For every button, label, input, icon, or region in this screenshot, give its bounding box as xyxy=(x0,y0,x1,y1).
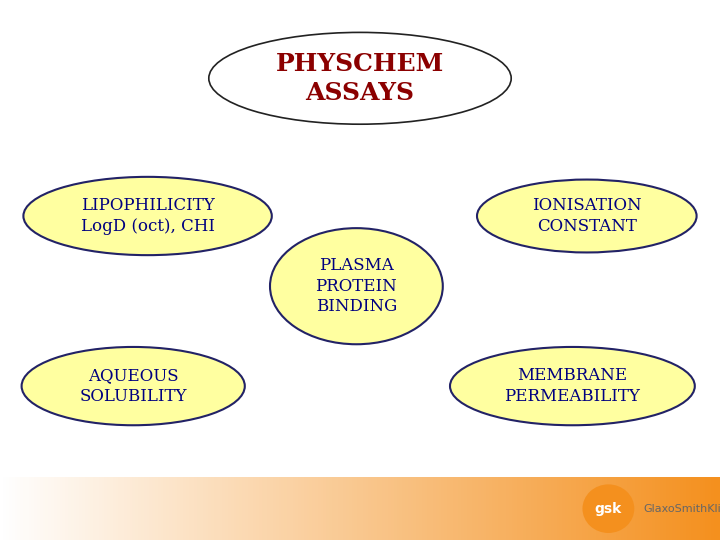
Ellipse shape xyxy=(22,347,245,426)
Ellipse shape xyxy=(270,228,443,345)
Ellipse shape xyxy=(582,484,634,533)
Ellipse shape xyxy=(477,179,696,252)
Ellipse shape xyxy=(450,347,695,426)
Text: PHYSCHEM
ASSAYS: PHYSCHEM ASSAYS xyxy=(276,52,444,105)
Text: AQUEOUS
SOLUBILITY: AQUEOUS SOLUBILITY xyxy=(79,368,187,404)
Ellipse shape xyxy=(24,177,271,255)
Text: GlaxoSmithKline: GlaxoSmithKline xyxy=(643,504,720,514)
Text: gsk: gsk xyxy=(595,502,622,516)
Text: MEMBRANE
PERMEABILITY: MEMBRANE PERMEABILITY xyxy=(505,368,640,404)
Text: PLASMA
PROTEIN
BINDING: PLASMA PROTEIN BINDING xyxy=(315,258,397,315)
Ellipse shape xyxy=(209,32,511,124)
Text: IONISATION
CONSTANT: IONISATION CONSTANT xyxy=(532,198,642,234)
Text: LIPOPHILICITY
LogD (oct), CHI: LIPOPHILICITY LogD (oct), CHI xyxy=(81,198,215,234)
